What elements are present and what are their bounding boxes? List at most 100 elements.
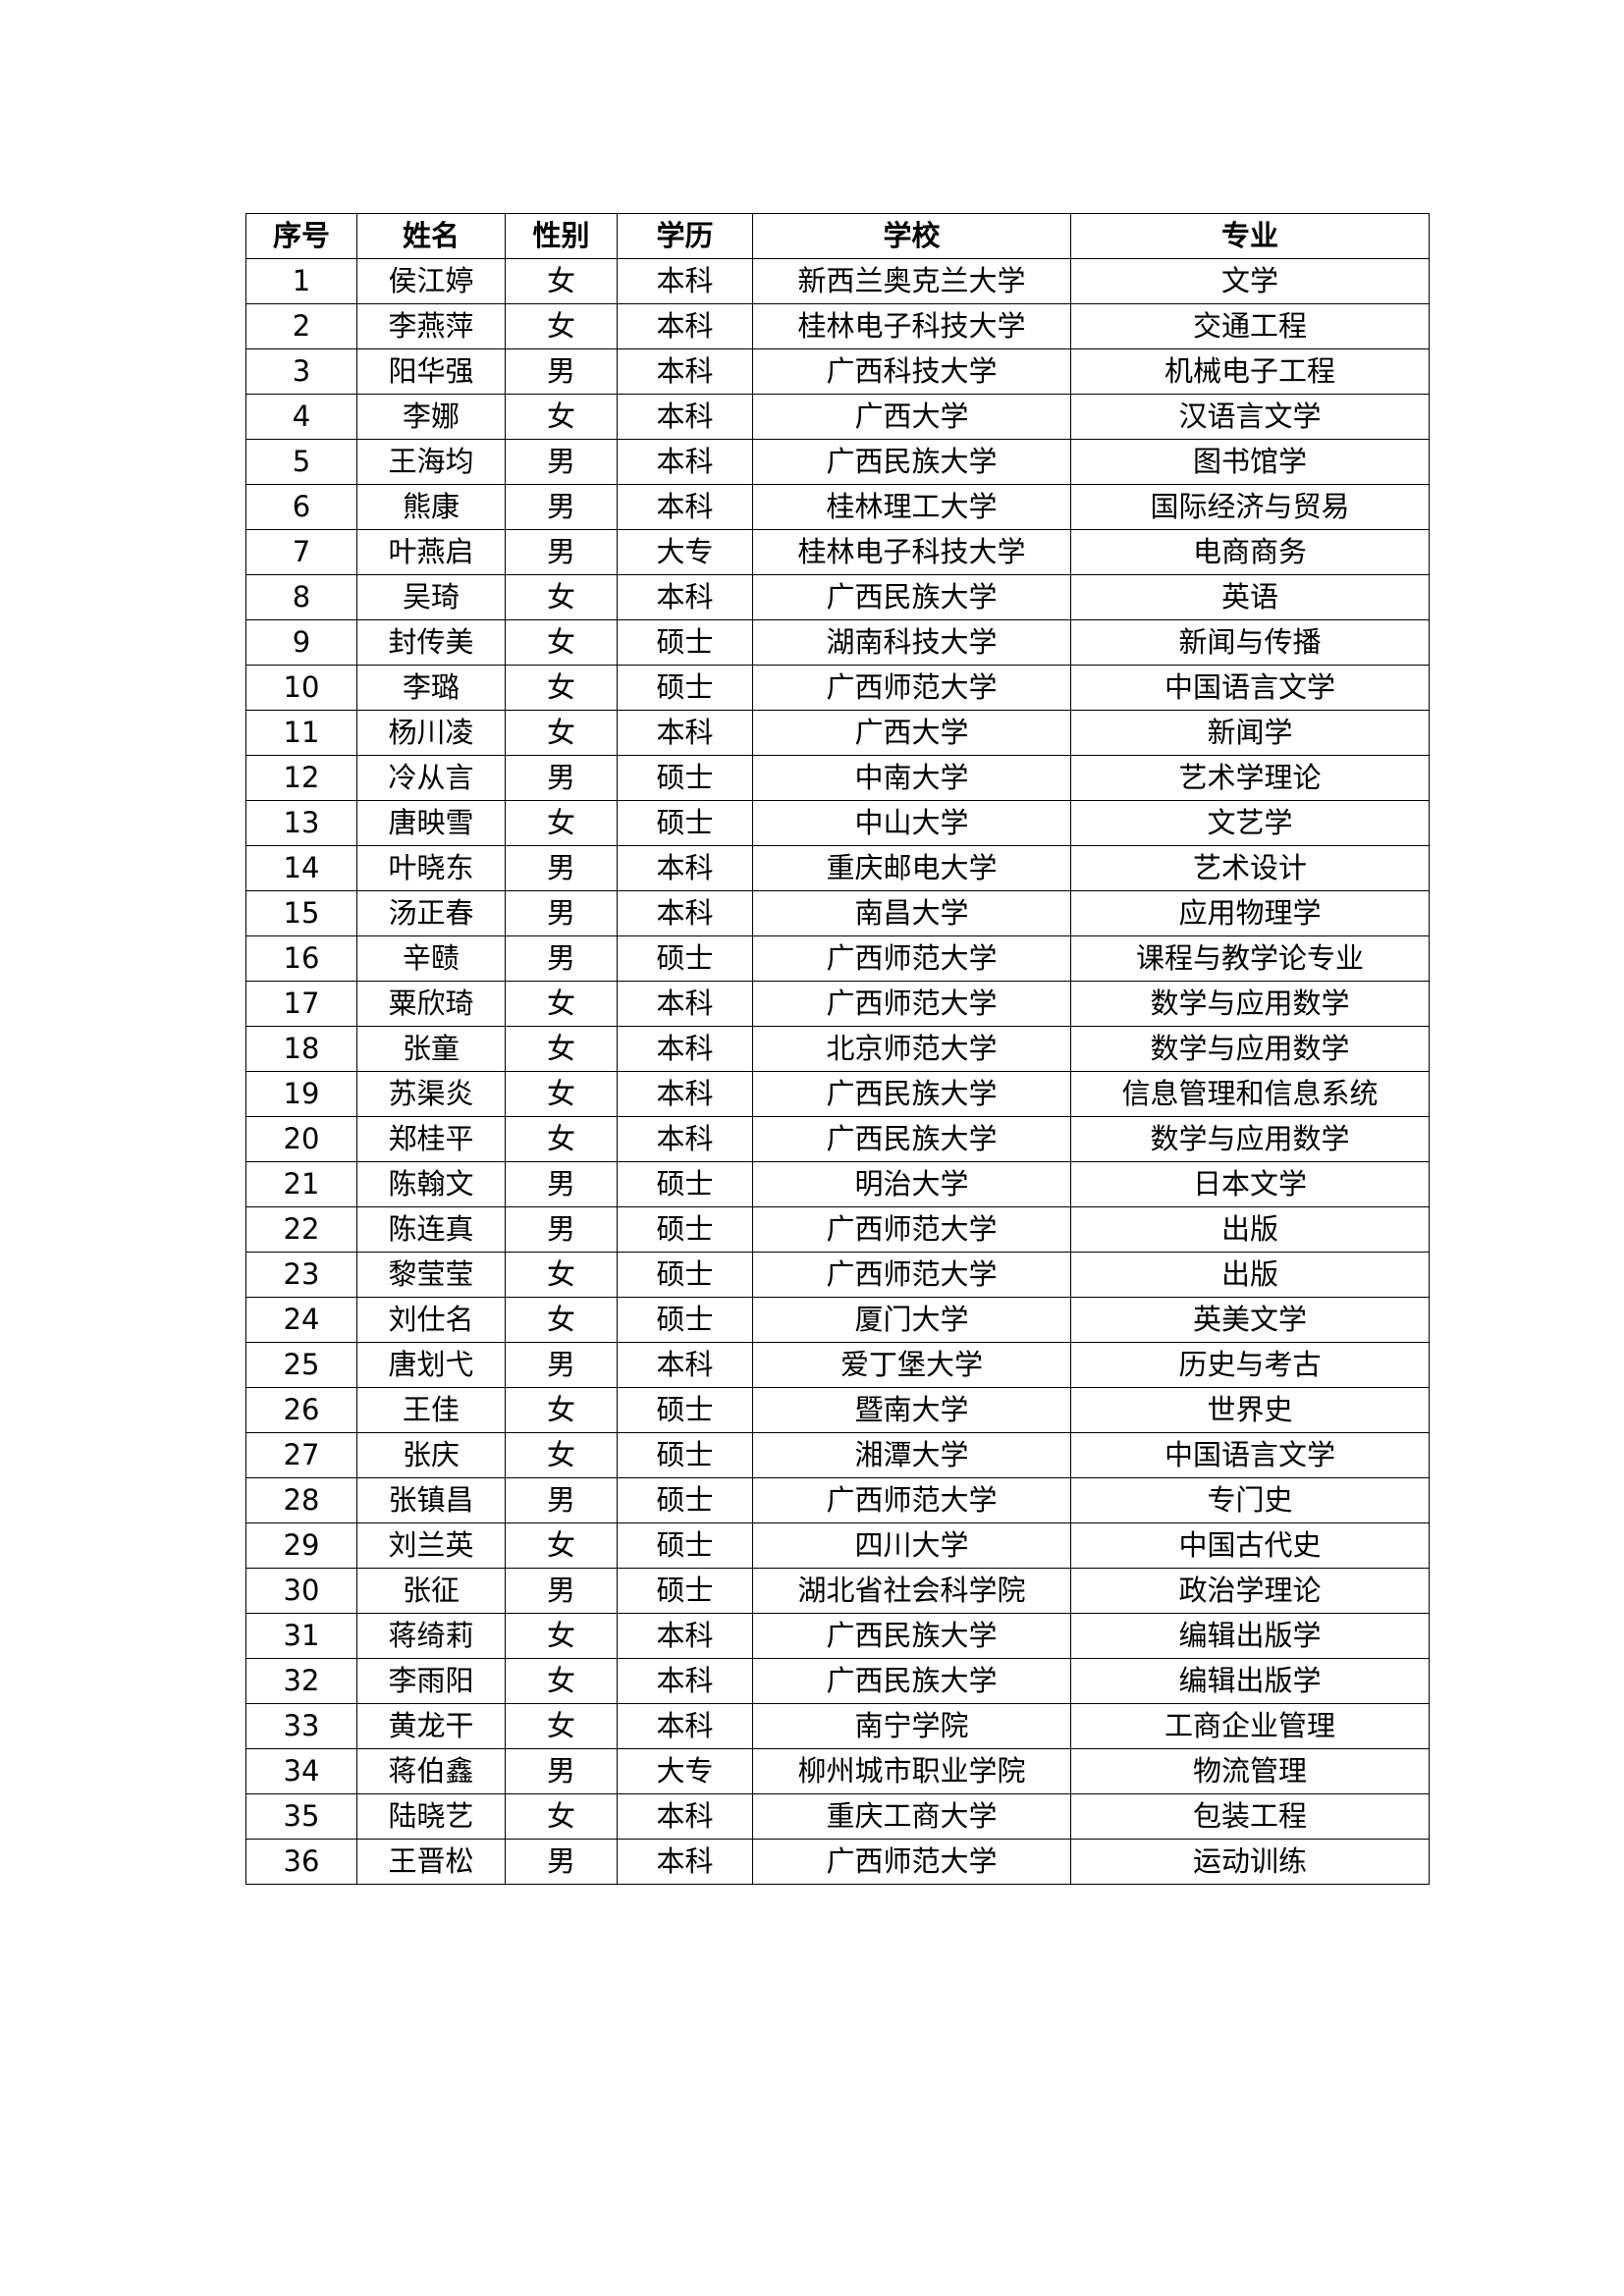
- cell-index: 6: [245, 484, 357, 530]
- table-row: 6 熊康男本科 桂林理工大学 国际经济与贸易: [245, 484, 1430, 530]
- cell-major: 专门史: [1070, 1477, 1430, 1523]
- cell-school: 重庆邮电大学: [752, 845, 1071, 891]
- cell-index: 30: [245, 1568, 357, 1614]
- cell-school: 湖南科技大学: [752, 619, 1071, 666]
- cell-major: 编辑出版学: [1070, 1658, 1430, 1704]
- cell-education: 硕士: [617, 665, 753, 711]
- cell-gender: 男: [505, 845, 618, 891]
- cell-major: 英美文学: [1070, 1297, 1430, 1343]
- cell-education: 本科: [617, 1839, 753, 1885]
- cell-index: 34: [245, 1748, 357, 1794]
- table-row: 22 陈连真男硕士 广西师范大学 出版: [245, 1206, 1430, 1253]
- personnel-table: 序号 姓名 性别 学历 学校 专业 1 侯江婷女本科 新西兰奥克兰大学 文学 2 李燕萍女本科 桂林电…: [245, 213, 1430, 1885]
- cell-major: 英语: [1070, 574, 1430, 620]
- header-education: 学历: [617, 213, 753, 259]
- cell-gender: 男: [505, 755, 618, 801]
- cell-name: 阳华强: [356, 348, 506, 395]
- header-index: 序号: [245, 213, 357, 259]
- cell-education: 本科: [617, 981, 753, 1027]
- cell-gender: 女: [505, 665, 618, 711]
- cell-name: 王海均: [356, 439, 506, 485]
- cell-school: 桂林电子科技大学: [752, 529, 1071, 575]
- cell-school: 广西民族大学: [752, 1071, 1071, 1117]
- cell-education: 本科: [617, 710, 753, 756]
- cell-name: 张征: [356, 1568, 506, 1614]
- cell-education: 硕士: [617, 755, 753, 801]
- table-row: 19 苏渠炎女本科 广西民族大学 信息管理和信息系统: [245, 1071, 1430, 1117]
- cell-school: 广西科技大学: [752, 348, 1071, 395]
- cell-gender: 女: [505, 1432, 618, 1478]
- cell-major: 运动训练: [1070, 1839, 1430, 1885]
- cell-education: 本科: [617, 1793, 753, 1840]
- cell-major: 中国语言文学: [1070, 665, 1430, 711]
- cell-index: 19: [245, 1071, 357, 1117]
- cell-gender: 男: [505, 348, 618, 395]
- cell-index: 20: [245, 1116, 357, 1162]
- table-row: 11 杨川凌女本科 广西大学 新闻学: [245, 710, 1430, 756]
- cell-gender: 女: [505, 800, 618, 846]
- table-row: 28 张镇昌男硕士 广西师范大学 专门史: [245, 1477, 1430, 1523]
- cell-name: 汤正春: [356, 890, 506, 936]
- cell-name: 张庆: [356, 1432, 506, 1478]
- cell-name: 张童: [356, 1026, 506, 1072]
- cell-education: 本科: [617, 1026, 753, 1072]
- cell-index: 16: [245, 935, 357, 982]
- cell-gender: 女: [505, 1793, 618, 1840]
- header-row: 序号 姓名 性别 学历 学校 专业: [245, 213, 1430, 259]
- cell-school: 湖北省社会科学院: [752, 1568, 1071, 1614]
- table-row: 35 陆晓艺女本科 重庆工商大学 包装工程: [245, 1793, 1430, 1840]
- cell-gender: 女: [505, 710, 618, 756]
- table-row: 15 汤正春男本科 南昌大学 应用物理学: [245, 890, 1430, 936]
- cell-school: 广西大学: [752, 710, 1071, 756]
- cell-name: 杨川凌: [356, 710, 506, 756]
- cell-school: 广西师范大学: [752, 665, 1071, 711]
- cell-name: 刘兰英: [356, 1522, 506, 1569]
- cell-index: 25: [245, 1342, 357, 1388]
- table-row: 7 叶燕启男大专 桂林电子科技大学 电商商务: [245, 529, 1430, 575]
- cell-name: 叶燕启: [356, 529, 506, 575]
- cell-index: 4: [245, 394, 357, 440]
- table-row: 10 李璐女硕士 广西师范大学 中国语言文学: [245, 665, 1430, 711]
- cell-school: 湘潭大学: [752, 1432, 1071, 1478]
- cell-gender: 女: [505, 1297, 618, 1343]
- cell-school: 广西大学: [752, 394, 1071, 440]
- cell-gender: 男: [505, 1206, 618, 1253]
- cell-major: 国际经济与贸易: [1070, 484, 1430, 530]
- cell-name: 冷从言: [356, 755, 506, 801]
- cell-education: 硕士: [617, 1477, 753, 1523]
- table-row: 8 吴琦女本科 广西民族大学 英语: [245, 574, 1430, 620]
- cell-major: 历史与考古: [1070, 1342, 1430, 1388]
- cell-index: 27: [245, 1432, 357, 1478]
- cell-education: 本科: [617, 439, 753, 485]
- cell-index: 35: [245, 1793, 357, 1840]
- cell-gender: 男: [505, 890, 618, 936]
- cell-gender: 男: [505, 439, 618, 485]
- cell-major: 包装工程: [1070, 1793, 1430, 1840]
- table-row: 4 李娜女本科 广西大学 汉语言文学: [245, 394, 1430, 440]
- cell-major: 应用物理学: [1070, 890, 1430, 936]
- cell-name: 黎莹莹: [356, 1252, 506, 1298]
- cell-gender: 女: [505, 1703, 618, 1749]
- cell-index: 33: [245, 1703, 357, 1749]
- cell-gender: 女: [505, 258, 618, 304]
- cell-gender: 男: [505, 529, 618, 575]
- cell-school: 厦门大学: [752, 1297, 1071, 1343]
- cell-education: 硕士: [617, 1387, 753, 1433]
- cell-major: 数学与应用数学: [1070, 1026, 1430, 1072]
- table-row: 32 李雨阳女本科 广西民族大学 编辑出版学: [245, 1658, 1430, 1704]
- table-row: 23 黎莹莹女硕士 广西师范大学 出版: [245, 1252, 1430, 1298]
- cell-index: 11: [245, 710, 357, 756]
- cell-school: 明治大学: [752, 1161, 1071, 1207]
- cell-index: 32: [245, 1658, 357, 1704]
- cell-gender: 女: [505, 981, 618, 1027]
- cell-education: 硕士: [617, 1297, 753, 1343]
- cell-name: 唐划弋: [356, 1342, 506, 1388]
- cell-index: 5: [245, 439, 357, 485]
- cell-name: 李燕萍: [356, 303, 506, 349]
- cell-school: 桂林理工大学: [752, 484, 1071, 530]
- cell-education: 硕士: [617, 800, 753, 846]
- cell-index: 31: [245, 1613, 357, 1659]
- cell-name: 陆晓艺: [356, 1793, 506, 1840]
- cell-major: 中国古代史: [1070, 1522, 1430, 1569]
- cell-education: 本科: [617, 1116, 753, 1162]
